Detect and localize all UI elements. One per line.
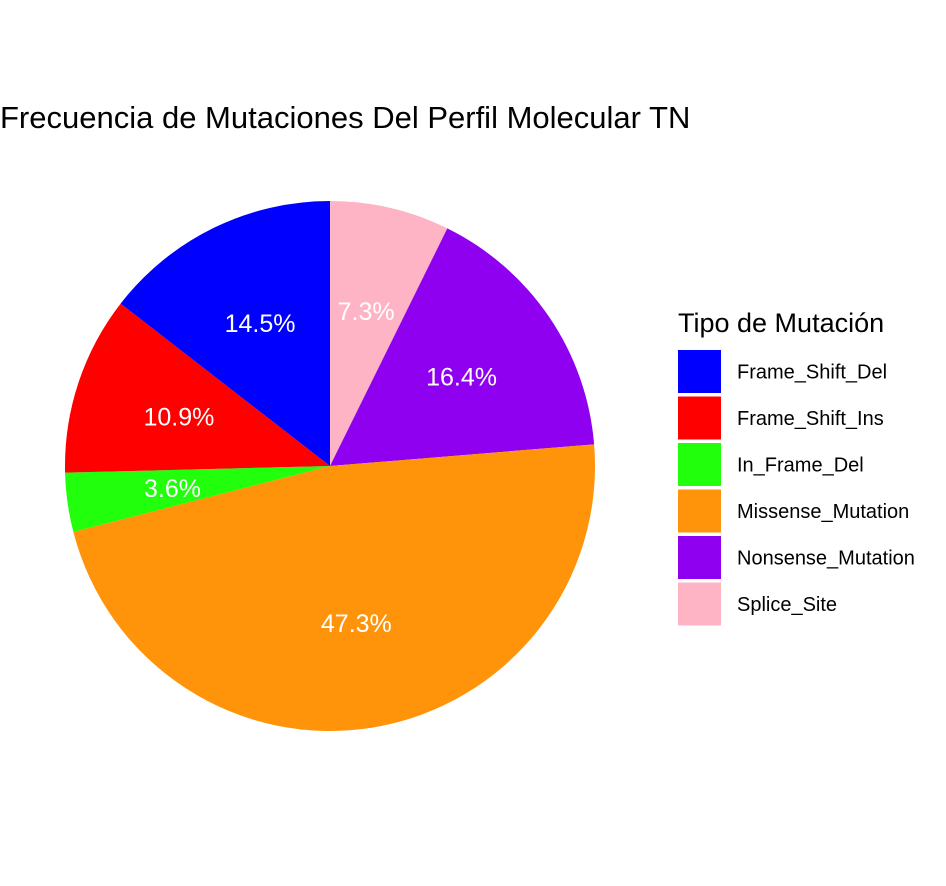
legend-label-frame-shift-del: Frame_Shift_Del [737, 362, 887, 384]
pie-slices [64, 201, 596, 731]
pie-slice-splice-site [330, 201, 448, 466]
slice-label-frame-shift-ins: 10.9% [143, 403, 214, 431]
slice-label-nonsense-mutation: 16.4% [426, 364, 497, 392]
legend-key-in-frame-del [678, 443, 721, 486]
pie-slice-in-frame-del [65, 466, 330, 532]
legend-label-missense-mutation: Missense_Mutation [737, 501, 909, 523]
legend-label-frame-shift-ins: Frame_Shift_Ins [737, 408, 884, 430]
legend-title: Tipo de Mutación [678, 308, 884, 338]
legend-items: Frame_Shift_Del Frame_Shift_Ins In_Frame_D… [678, 350, 915, 626]
slice-label-in-frame-del: 3.6% [144, 475, 201, 503]
pie-slice-missense-mutation [73, 444, 596, 731]
pie-slice-frame-shift-ins [64, 303, 330, 473]
chart-title: Frecuencia de Mutaciones Del Perfil Mole… [0, 100, 690, 135]
slice-label-splice-site: 7.3% [338, 298, 395, 326]
legend-label-nonsense-mutation: Nonsense_Mutation [737, 548, 915, 570]
legend-label-splice-site: Splice_Site [737, 594, 837, 616]
legend-key-nonsense-mutation [678, 536, 721, 579]
legend-label-in-frame-del: In_Frame_Del [737, 455, 864, 477]
legend-key-frame-shift-del [678, 350, 721, 393]
slice-label-missense-mutation: 47.3% [321, 610, 392, 638]
legend-key-missense-mutation [678, 489, 721, 533]
pie-slice-nonsense-mutation [330, 228, 595, 466]
pie-slice-frame-shift-del [120, 201, 330, 466]
slice-label-frame-shift-del: 14.5% [225, 310, 296, 338]
legend-key-splice-site [678, 582, 721, 626]
legend-key-frame-shift-ins [678, 396, 721, 440]
legend: Tipo de Mutación Frame_Shift_DelFrame_Sh… [678, 308, 915, 626]
pie-slice-labels: 7.3% 16.4% 47.3% 3.6% 10.9% 14.5% [143, 298, 496, 638]
